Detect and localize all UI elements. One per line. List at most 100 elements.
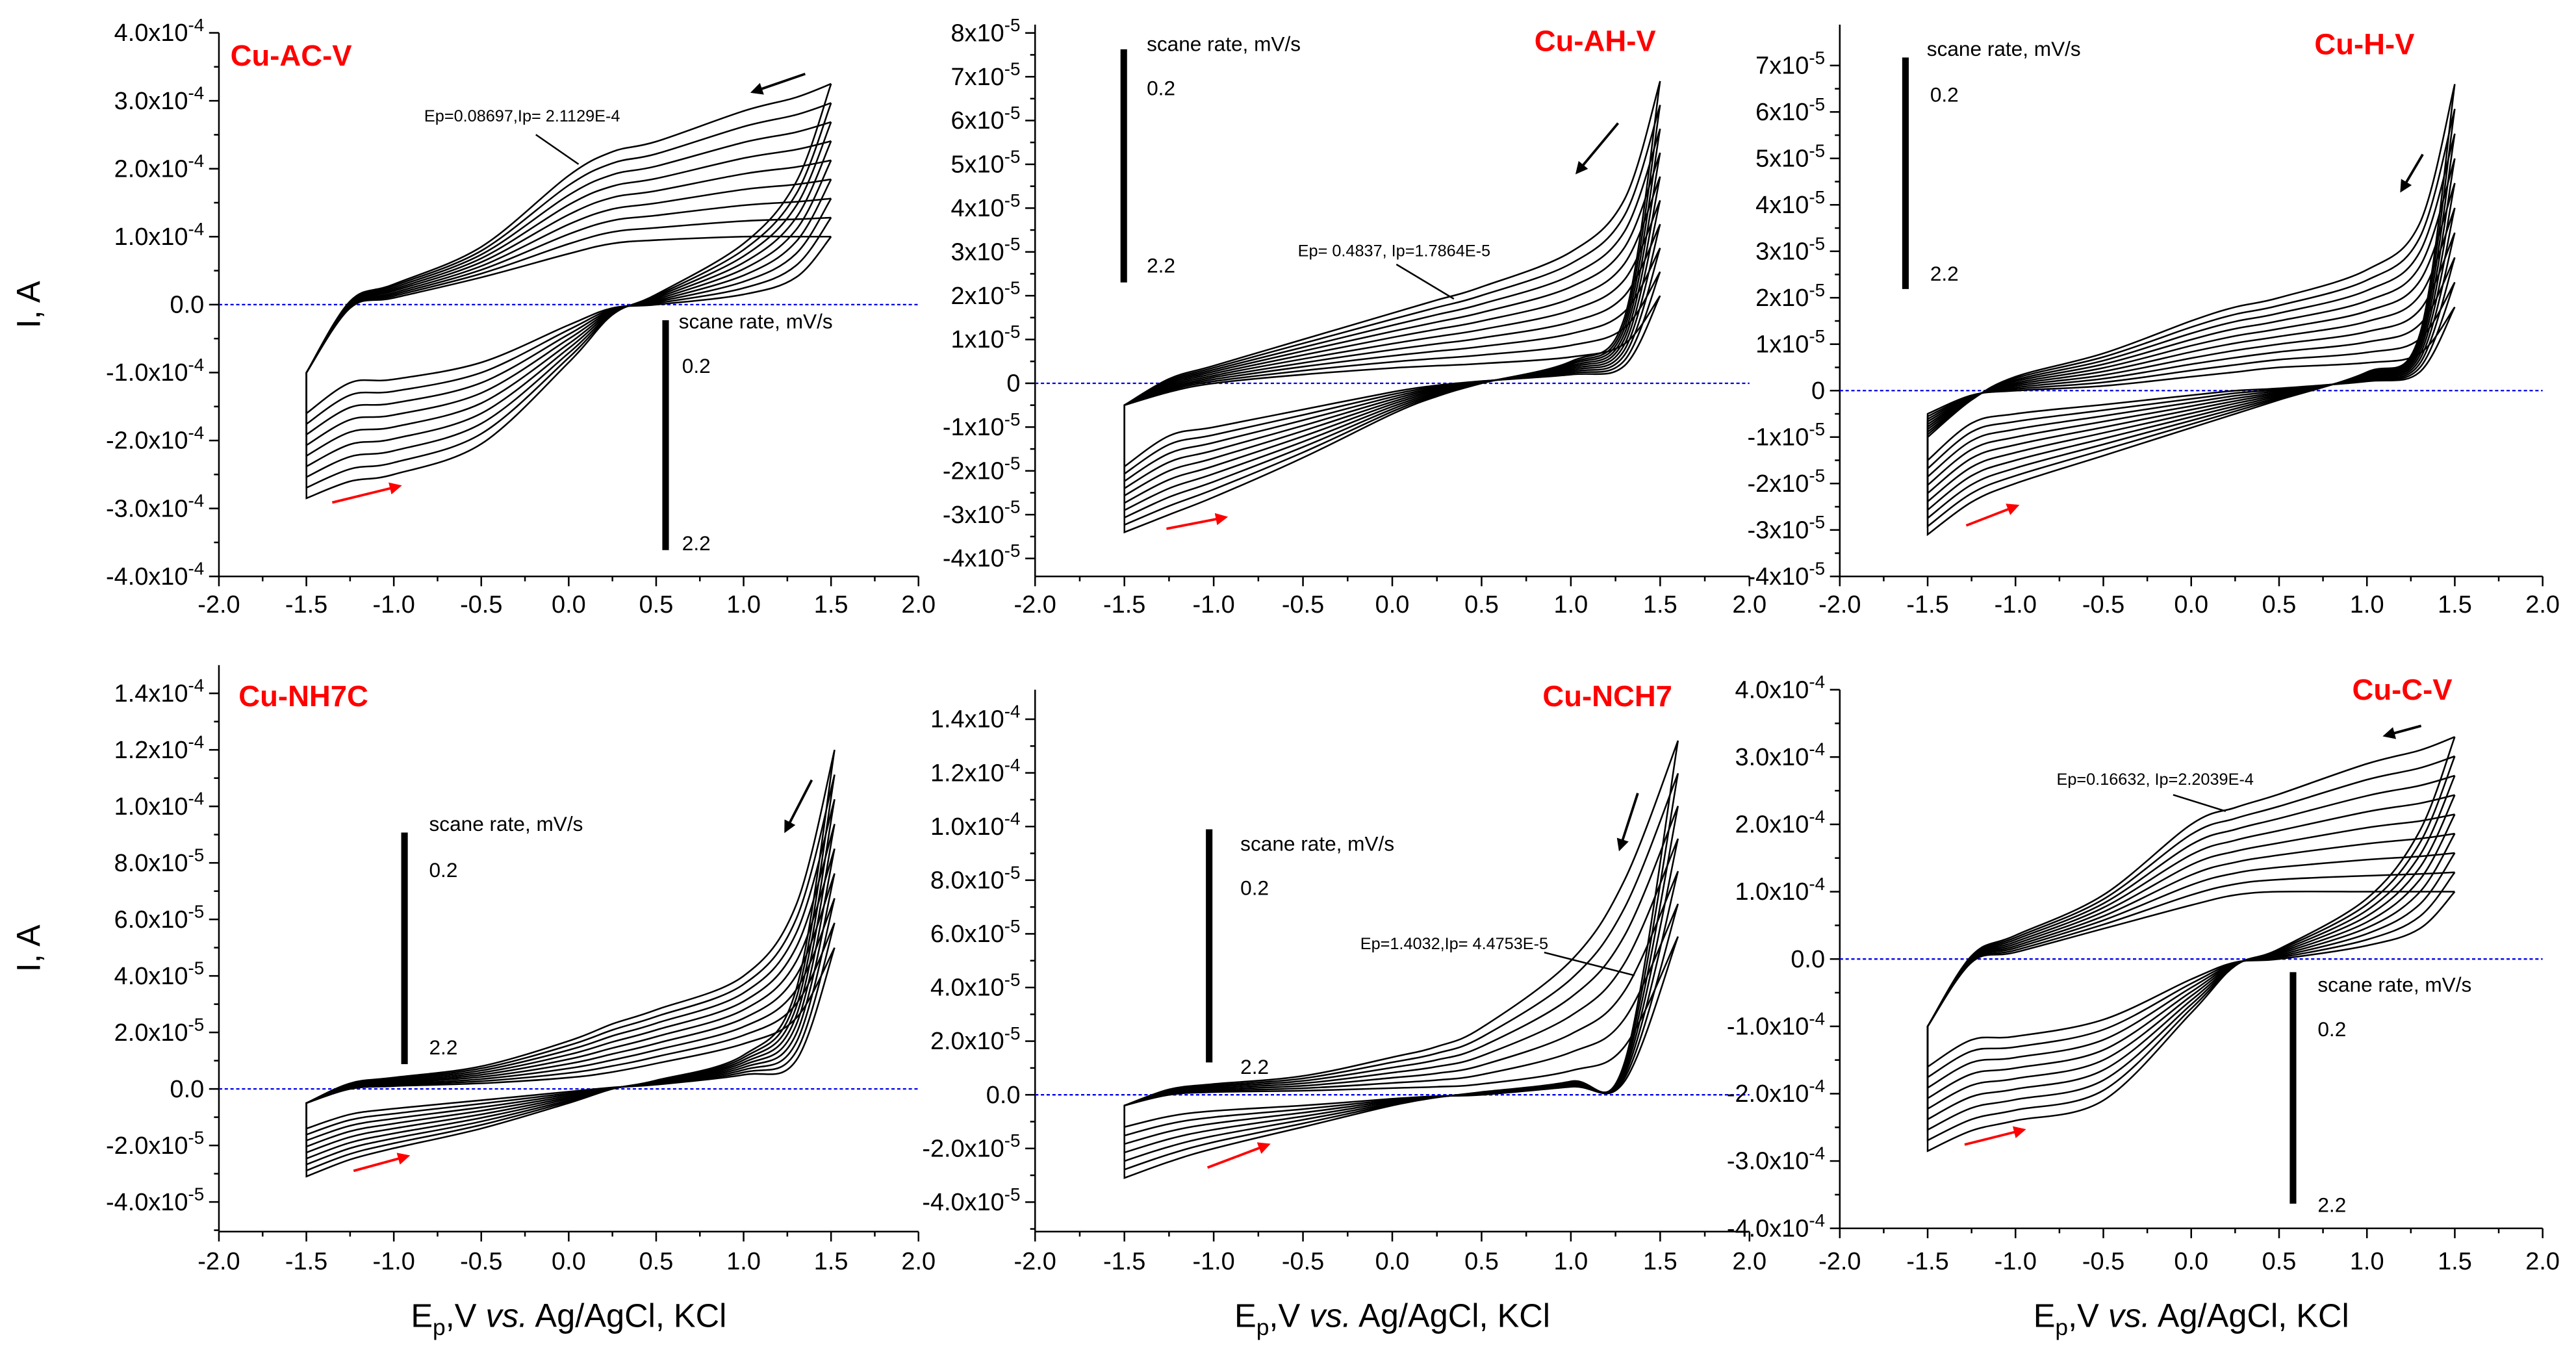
legend-title: scane rate, mV/s <box>679 310 833 333</box>
reverse-scan-arrow-icon <box>1616 793 1639 852</box>
legend-max: 2.2 <box>1147 254 1175 277</box>
x-tick-label: 0.5 <box>1464 1248 1499 1275</box>
y-tick-label: 0.0 <box>986 1082 1021 1109</box>
y-tick-label: 1.0x10-4 <box>114 219 205 251</box>
y-tick-label: -1.0x10-4 <box>106 355 204 387</box>
panel-cu-nh7c: -2.0 -1.5 -1.0 -0.5 0.0 0.5 1.0 1.5 2.0 1.4x10-4 1… <box>10 665 936 1340</box>
y-tick-label: 5x10-5 <box>951 146 1021 178</box>
legend-max: 2.2 <box>1240 1055 1269 1078</box>
x-tick-label: -0.5 <box>1282 1248 1324 1275</box>
x-tick-label: -0.5 <box>1282 591 1324 618</box>
x-tick-label: 1.5 <box>814 1248 848 1275</box>
y-tick-label: -4.0x10-5 <box>106 1184 204 1216</box>
panel-title: Cu-AC-V <box>231 39 353 72</box>
x-axis-title: Ep,V vs. Ag/AgCl, KCl <box>2034 1297 2349 1340</box>
cv-curve <box>305 898 835 1142</box>
cv-curve <box>1926 108 2456 528</box>
y-tick-label: 2x10-5 <box>951 278 1021 310</box>
legend-title: scane rate, mV/s <box>1927 37 2081 60</box>
y-tick-label: -4.0x10-4 <box>1727 1210 1825 1242</box>
annotation-leader-line <box>2173 794 2226 812</box>
y-tick-label: 1.4x10-4 <box>114 676 205 707</box>
x-tick-label: 1.0 <box>2350 591 2384 618</box>
x-tick-label: 1.5 <box>1643 591 1677 618</box>
reverse-scan-arrow-icon <box>784 779 813 834</box>
y-tick-label: 1x10-5 <box>951 322 1021 353</box>
x-tick-label: 0.0 <box>2174 1248 2208 1275</box>
legend-title: scane rate, mV/s <box>1147 32 1301 55</box>
x-tick-label: 2.0 <box>2525 1248 2560 1275</box>
cv-curve <box>305 848 835 1154</box>
x-tick-label: -1.5 <box>1103 1248 1145 1275</box>
annotation-leader-line <box>1544 951 1635 976</box>
x-tick-label: 0.0 <box>552 591 586 618</box>
y-tick-label: -2x10-5 <box>1748 466 1826 498</box>
panel-title: Cu-NCH7 <box>1542 680 1672 713</box>
x-tick-label: 1.0 <box>1554 1248 1588 1275</box>
y-tick-label: 7x10-5 <box>951 59 1021 91</box>
cv-curve <box>1123 271 1661 476</box>
y-tick-label: 6x10-5 <box>951 103 1021 134</box>
x-tick-label: 0.0 <box>1375 591 1410 618</box>
y-tick-label: 3x10-5 <box>1755 233 1825 265</box>
legend-title: scane rate, mV/s <box>2317 973 2471 997</box>
forward-scan-arrow-icon <box>1964 1126 2026 1146</box>
forward-scan-arrow-icon <box>1206 1142 1271 1169</box>
x-tick-label: -2.0 <box>1014 591 1056 618</box>
y-tick-label: -1.0x10-4 <box>1727 1008 1825 1040</box>
x-tick-label: 1.5 <box>814 591 848 618</box>
reverse-scan-arrow-icon <box>2400 153 2424 193</box>
x-tick-label: 2.0 <box>1732 591 1766 618</box>
legend-min: 0.2 <box>682 354 711 377</box>
forward-scan-arrow-icon <box>331 482 402 504</box>
peak-annotation: Ep=0.16632, Ip=2.2039E-4 <box>2056 771 2253 789</box>
y-tick-label: 1.4x10-4 <box>930 702 1021 733</box>
cv-curve <box>1123 128 1661 519</box>
panel-title: Cu-AH-V <box>1535 24 1657 57</box>
y-tick-label: 7x10-5 <box>1755 47 1825 79</box>
reverse-scan-arrow-icon <box>2382 724 2422 739</box>
x-tick-label: -1.5 <box>1906 1248 1948 1275</box>
y-tick-label: 8x10-5 <box>951 15 1021 47</box>
annotation-leader-line <box>1396 263 1455 300</box>
x-tick-label: 1.0 <box>2350 1248 2384 1275</box>
x-tick-label: 0.5 <box>2262 591 2297 618</box>
y-tick-label: 6x10-5 <box>1755 94 1825 126</box>
x-tick-label: 1.5 <box>2438 591 2472 618</box>
legend-min: 0.2 <box>1147 77 1175 100</box>
cv-curve <box>305 873 835 1148</box>
x-tick-label: 2.0 <box>2525 591 2560 618</box>
y-tick-label: 4.0x10-5 <box>930 969 1021 1001</box>
x-tick-label: -0.5 <box>2082 591 2124 618</box>
forward-scan-arrow-icon <box>353 1153 411 1173</box>
x-axis-title: Ep,V vs. Ag/AgCl, KCl <box>1234 1297 1550 1340</box>
x-tick-label: -2.0 <box>1818 591 1861 618</box>
cv-curve <box>305 102 832 489</box>
y-tick-label: 4.0x10-4 <box>114 15 205 47</box>
cv-curve <box>1926 755 2456 1142</box>
legend-min: 0.2 <box>2317 1017 2346 1041</box>
x-tick-label: -1.5 <box>1906 591 1948 618</box>
y-tick-label: -3x10-5 <box>1748 512 1826 544</box>
x-tick-label: -1.0 <box>1995 591 2037 618</box>
x-tick-label: 1.0 <box>726 1248 761 1275</box>
y-tick-label: -3x10-5 <box>943 497 1021 529</box>
y-tick-label: -3.0x10-4 <box>1727 1143 1825 1175</box>
legend-min: 0.2 <box>1240 876 1269 900</box>
y-tick-label: -1x10-5 <box>1748 419 1826 451</box>
y-tick-label: 4x10-5 <box>1755 187 1825 219</box>
x-tick-label: -1.0 <box>372 591 414 618</box>
x-tick-label: -2.0 <box>198 1248 240 1275</box>
y-tick-label: 2x10-5 <box>1755 280 1825 312</box>
y-tick-label: -4.0x10-4 <box>106 559 204 591</box>
y-tick-label: 5x10-5 <box>1755 140 1825 172</box>
peak-annotation: Ep=1.4032,Ip= 4.4753E-5 <box>1360 935 1548 953</box>
y-tick-label: 3.0x10-4 <box>114 83 205 115</box>
x-tick-label: -0.5 <box>460 591 502 618</box>
y-tick-label: 8.0x10-5 <box>114 845 205 877</box>
y-tick-label: 0.0 <box>170 1076 205 1103</box>
y-tick-label: -2x10-5 <box>943 453 1021 485</box>
cv-curve <box>1926 133 2456 520</box>
legend-max: 2.2 <box>2317 1193 2346 1216</box>
